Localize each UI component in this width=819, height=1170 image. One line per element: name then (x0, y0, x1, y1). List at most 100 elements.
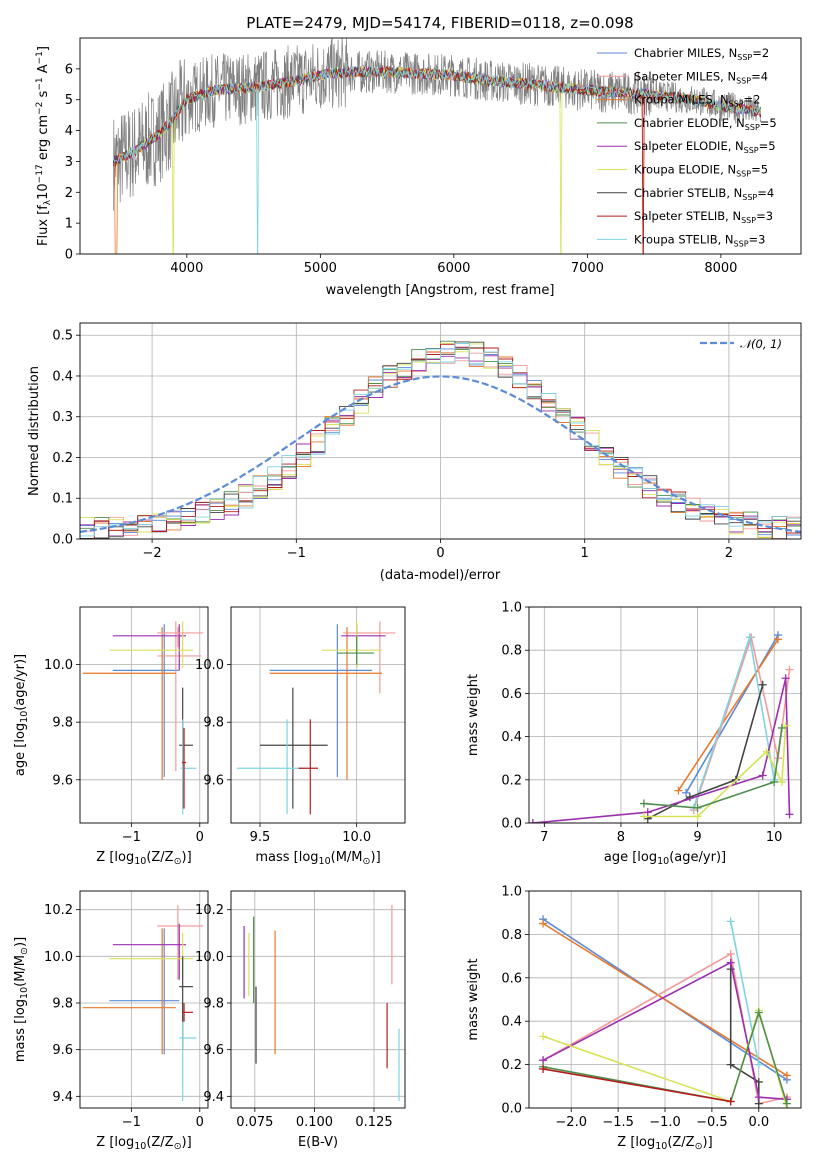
tick-label-x: −2 (143, 546, 162, 561)
axis-label-y: mass weight (466, 674, 481, 756)
marker-kroupa_miles (782, 1071, 791, 1080)
marker-chabrier_miles (682, 788, 691, 797)
tick-label-y: 9.6 (203, 1043, 224, 1058)
tick-label-x: 7000 (571, 261, 604, 276)
axis-label-x: (data-model)/error (380, 568, 501, 583)
tick-label-x: 8000 (704, 261, 737, 276)
marker-chabrier_elodie (782, 1099, 791, 1108)
series-salpeter_elodie (532, 678, 791, 823)
axis-label-y: mass [log10(M/M⊙)] (13, 937, 30, 1062)
axis-label-x: E(B-V) (298, 1135, 338, 1150)
tick-label-x: 0 (196, 830, 204, 845)
legend-label: Salpeter MILES, NSSP=4 (634, 69, 768, 85)
axis-label-y: Flux [fλ10−17 erg cm−2 s−1 A−1] (35, 46, 53, 246)
legend-label: Chabrier STELIB, NSSP=4 (634, 186, 774, 202)
plot-area (82, 905, 204, 1101)
legend-label: Chabrier MILES, NSSP=2 (634, 46, 769, 62)
tick-label-y: 2 (65, 186, 73, 201)
axes-frame (528, 606, 802, 824)
tick-label-y: 0 (65, 248, 73, 263)
tick-label-y: 0.8 (501, 928, 522, 943)
tick-label-y: 0.0 (501, 817, 522, 832)
series-chabrier_elodie (542, 1009, 788, 1104)
tick-label-x: 10 (766, 830, 783, 845)
tick-label-y: 10.0 (44, 950, 73, 965)
axes-frame (79, 322, 802, 540)
figure-title: PLATE=2479, MJD=54174, FIBERID=0118, z=0… (246, 14, 633, 32)
tick-label-y: 0.6 (501, 687, 522, 702)
marker-chabrier_elodie (770, 777, 779, 786)
tick-label-y: 9.8 (203, 716, 224, 731)
panel-mass_vs_Z: −1 0 9.4 9.6 9.8 10.0 10.2 Z [log10(Z/Z⊙)] mass … (13, 890, 209, 1152)
tick-label-x: 1 (581, 546, 589, 561)
legend-label: Salpeter ELODIE, NSSP=5 (634, 139, 776, 155)
tick-label-x: 9 (693, 830, 701, 845)
marker-salpeter_elodie (726, 958, 735, 967)
legend-label: Kroupa ELODIE, NSSP=5 (634, 163, 768, 179)
marker-salpeter_elodie (758, 771, 767, 780)
tick-label-y: 10.0 (195, 658, 224, 673)
tick-label-y: 9.4 (203, 1090, 224, 1105)
tick-label-y: 5 (65, 93, 73, 108)
series-kroupa_stelib (729, 921, 760, 1065)
tick-label-y: 10.0 (195, 950, 224, 965)
marker-salpeter_elodie (785, 810, 794, 819)
tick-label-x: −1 (122, 1115, 141, 1130)
marker-kroupa_miles (674, 786, 683, 795)
tick-label-x: −1 (122, 830, 141, 845)
marker-kroupa_stelib (745, 633, 754, 642)
panel-weight_vs_Z: −2.0 −1.5 −1.0 −0.5 0.0 0.0 0.2 0.4 0.6 0.8 1.0 Z [… (466, 885, 802, 1152)
marker-chabrier_stelib (758, 680, 767, 689)
tick-label-x: 8 (617, 830, 625, 845)
tick-label-x: −1.0 (649, 1115, 681, 1130)
tick-label-y: 9.6 (52, 773, 73, 788)
tick-label-x: 0 (436, 546, 444, 561)
tick-label-x: 7 (540, 830, 548, 845)
normal-curve (80, 375, 801, 533)
plot-area (243, 905, 400, 1101)
tick-label-x: 0.100 (296, 1115, 333, 1130)
axis-label-x: age [log10(age/yr)] (604, 850, 726, 867)
model-kroupa_stelib (113, 65, 761, 254)
tick-label-x: −0.5 (696, 1115, 728, 1130)
marker-kroupa_elodie (539, 1032, 548, 1041)
tick-label-y: 0.0 (52, 533, 73, 548)
axis-label-x: Z [log10(Z/Z⊙)] (617, 1135, 712, 1152)
tick-label-y: 10.2 (44, 903, 73, 918)
tick-label-y: 10.2 (195, 903, 224, 918)
series-chabrier_stelib (647, 684, 764, 820)
legend-label: Chabrier ELODIE, NSSP=5 (634, 116, 777, 132)
tick-label-y: 3 (65, 155, 73, 170)
marker-salpeter_miles (785, 665, 794, 674)
hist-kroupa_stelib (80, 343, 801, 537)
series-chabrier_elodie (643, 727, 783, 809)
axes-frame (528, 890, 802, 1109)
marker-chabrier_stelib (726, 1060, 735, 1069)
tick-label-y: 0.0 (501, 1102, 522, 1117)
series-salpeter_stelib (542, 1068, 731, 1103)
legend-label: Kroupa STELIB, NSSP=3 (634, 232, 765, 248)
panel-mass_vs_ebv: 0.075 0.100 0.125 9.4 9.6 9.8 10.0 10.2 E(B-V) (195, 890, 406, 1150)
tick-label-y: 1.0 (501, 601, 522, 616)
tick-label-x: −1 (287, 546, 306, 561)
tick-label-x: 0.075 (236, 1115, 273, 1130)
axis-label-y: mass weight (466, 958, 481, 1040)
tick-label-y: 0.2 (501, 773, 522, 788)
tick-label-x: 0.125 (355, 1115, 392, 1130)
plot-area (113, 38, 762, 254)
marker-chabrier_elodie (693, 803, 702, 812)
axis-label-x: wavelength [Angstrom, rest frame] (326, 283, 555, 298)
series-chabrier_stelib (729, 969, 760, 1104)
tick-label-y: 9.6 (203, 773, 224, 788)
panel-age_vs_Z: −1 0 9.6 9.8 10.0 Z [log10(Z/Z⊙)] age [log10(a… (13, 606, 209, 867)
tick-label-y: 9.6 (52, 1043, 73, 1058)
legend-label: Kroupa MILES, NSSP=2 (634, 93, 760, 109)
marker-chabrier_elodie (754, 1008, 763, 1017)
axis-label-y: Normed distribution (27, 366, 42, 496)
marker-salpeter_elodie (529, 819, 537, 823)
tick-label-x: 4000 (170, 261, 203, 276)
marker-kroupa_miles (774, 635, 783, 644)
tick-label-y: 10.0 (44, 658, 73, 673)
tick-label-y: 1.0 (501, 885, 522, 900)
tick-label-y: 0.4 (52, 369, 73, 384)
